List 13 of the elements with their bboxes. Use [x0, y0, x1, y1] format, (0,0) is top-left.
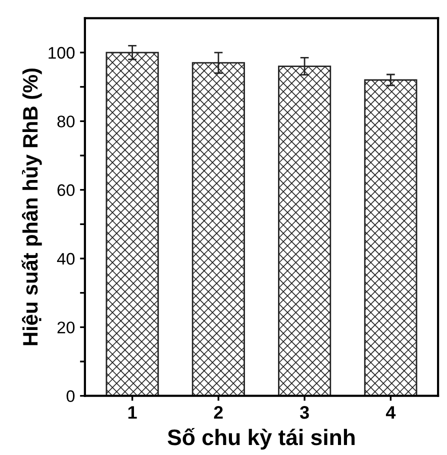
x-axis-title: Số chu kỳ tái sinh	[168, 428, 355, 450]
y-axis-title: Hiệu suất phân hủy RhB (%)	[22, 68, 42, 346]
y-tick-label: 20	[58, 322, 75, 334]
x-tick-label: 3	[300, 406, 309, 419]
x-tick-label: 2	[214, 406, 223, 419]
bar	[364, 79, 418, 396]
x-tick-label: 1	[128, 406, 137, 419]
y-tick-label: 0	[66, 390, 75, 402]
y-tick-label: 60	[58, 184, 75, 196]
y-tick-label: 40	[57, 252, 75, 265]
y-tick-label: 80	[57, 116, 75, 128]
x-tick-label: 4	[386, 406, 396, 419]
y-tick-label: 100	[48, 46, 75, 59]
